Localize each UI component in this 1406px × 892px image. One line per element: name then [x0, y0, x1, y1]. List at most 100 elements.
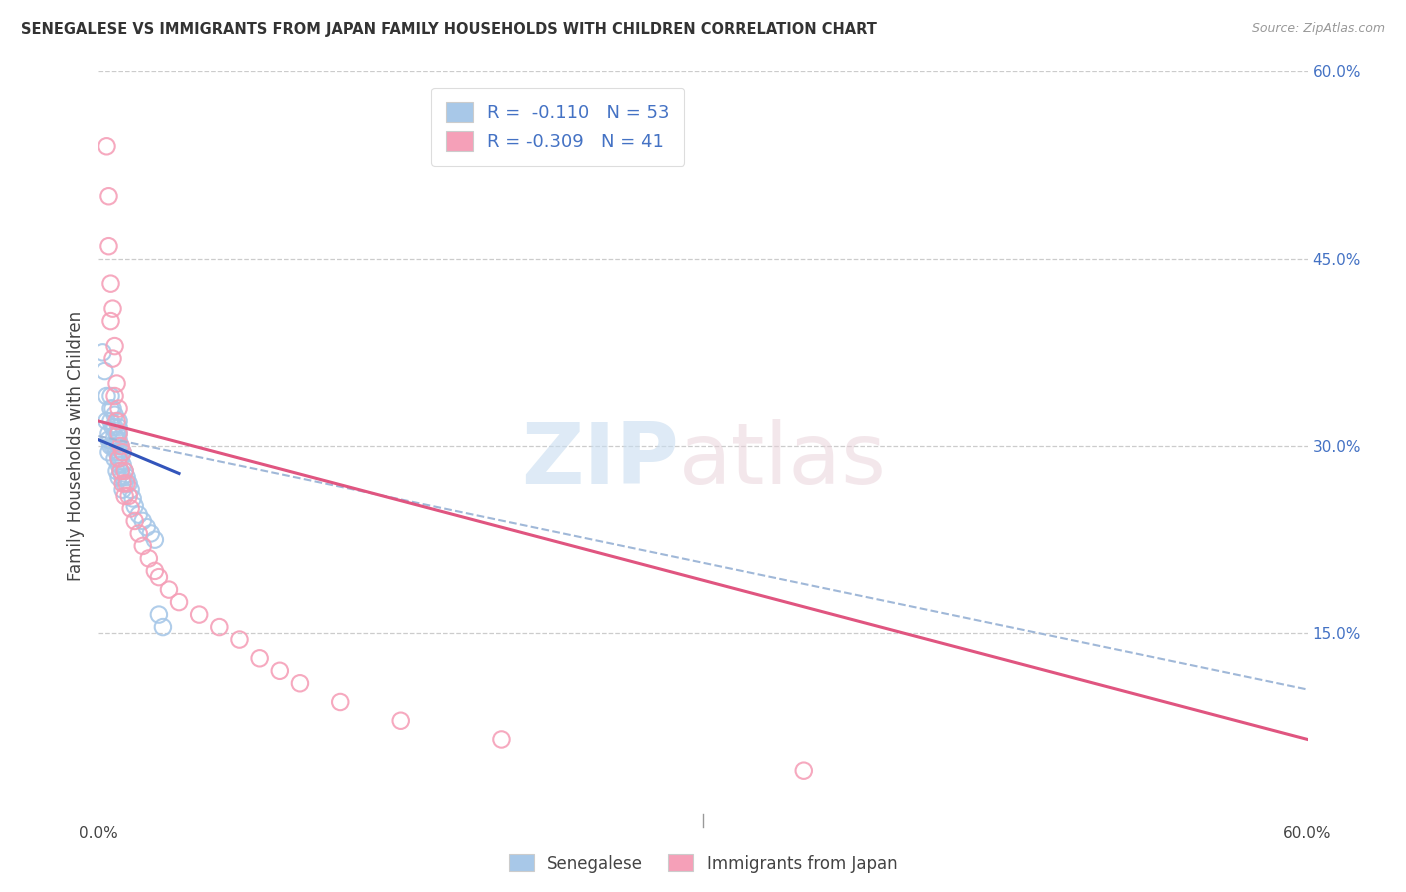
Point	[107, 470, 129, 484]
Point	[115, 476, 138, 491]
Point	[107, 458, 129, 472]
Point	[110, 439, 132, 453]
Point	[208, 620, 231, 634]
Point	[249, 651, 271, 665]
Legend: R =  -0.110   N = 53, R = -0.309   N = 41: R = -0.110 N = 53, R = -0.309 N = 41	[432, 88, 685, 166]
Point	[100, 414, 122, 428]
Point	[110, 464, 132, 478]
Point	[101, 401, 124, 416]
Point	[103, 389, 125, 403]
Point	[111, 476, 134, 491]
Point	[110, 451, 132, 466]
Point	[120, 483, 142, 497]
Point	[115, 470, 138, 484]
Point	[107, 433, 129, 447]
Point	[105, 433, 128, 447]
Point	[389, 714, 412, 728]
Point	[329, 695, 352, 709]
Point	[121, 491, 143, 506]
Point	[103, 339, 125, 353]
Point	[97, 239, 120, 253]
Point	[107, 420, 129, 434]
Point	[107, 451, 129, 466]
Point	[152, 620, 174, 634]
Legend: Senegalese, Immigrants from Japan: Senegalese, Immigrants from Japan	[502, 847, 904, 880]
Point	[111, 445, 134, 459]
Point	[101, 439, 124, 453]
Point	[100, 314, 122, 328]
Point	[105, 445, 128, 459]
Point	[491, 732, 513, 747]
Point	[167, 595, 190, 609]
Point	[110, 439, 132, 453]
Point	[96, 414, 118, 428]
Point	[132, 539, 155, 553]
Point	[135, 520, 157, 534]
Point	[148, 607, 170, 622]
Point	[124, 499, 146, 513]
Point	[97, 189, 120, 203]
Point	[100, 389, 122, 403]
Point	[105, 414, 128, 428]
Point	[96, 139, 118, 153]
Point	[118, 489, 141, 503]
Point	[118, 476, 141, 491]
Point	[103, 439, 125, 453]
Point	[128, 508, 150, 522]
Point	[107, 426, 129, 441]
Point	[148, 570, 170, 584]
Text: atlas: atlas	[679, 419, 887, 502]
Point	[103, 420, 125, 434]
Point	[157, 582, 180, 597]
Point	[101, 351, 124, 366]
Point	[269, 664, 291, 678]
Point	[114, 464, 136, 478]
Point	[100, 401, 122, 416]
Point	[114, 464, 136, 478]
Point	[107, 401, 129, 416]
Point	[96, 389, 118, 403]
Point	[793, 764, 815, 778]
Point	[228, 632, 250, 647]
Point	[111, 483, 134, 497]
Point	[188, 607, 211, 622]
Point	[107, 426, 129, 441]
Point	[288, 676, 311, 690]
Point	[139, 526, 162, 541]
Point	[143, 564, 166, 578]
Point	[100, 439, 122, 453]
Y-axis label: Family Households with Children: Family Households with Children	[66, 311, 84, 581]
Text: ZIP: ZIP	[522, 419, 679, 502]
Point	[114, 489, 136, 503]
Point	[111, 445, 134, 459]
Point	[138, 551, 160, 566]
Text: SENEGALESE VS IMMIGRANTS FROM JAPAN FAMILY HOUSEHOLDS WITH CHILDREN CORRELATION : SENEGALESE VS IMMIGRANTS FROM JAPAN FAMI…	[21, 22, 877, 37]
Point	[103, 429, 125, 443]
Point	[105, 376, 128, 391]
Point	[107, 445, 129, 459]
Point	[93, 364, 115, 378]
Point	[101, 301, 124, 316]
Point	[107, 414, 129, 428]
Point	[97, 433, 120, 447]
Point	[97, 445, 120, 459]
Point	[111, 458, 134, 472]
Point	[103, 451, 125, 466]
Point	[124, 514, 146, 528]
Point	[110, 464, 132, 478]
Point	[103, 408, 125, 422]
Point	[107, 439, 129, 453]
Point	[105, 426, 128, 441]
Point	[97, 426, 120, 441]
Point	[105, 464, 128, 478]
Point	[91, 345, 114, 359]
Point	[120, 501, 142, 516]
Point	[101, 420, 124, 434]
Point	[128, 526, 150, 541]
Point	[100, 277, 122, 291]
Text: Source: ZipAtlas.com: Source: ZipAtlas.com	[1251, 22, 1385, 36]
Point	[132, 514, 155, 528]
Point	[143, 533, 166, 547]
Point	[111, 470, 134, 484]
Point	[114, 476, 136, 491]
